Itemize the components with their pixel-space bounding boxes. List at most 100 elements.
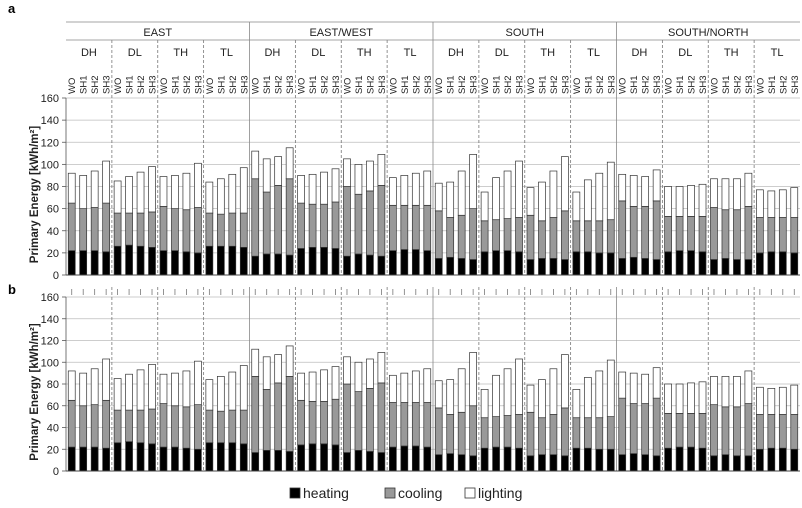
lighting-bar-segment — [561, 354, 569, 409]
lighting-bar-segment — [721, 178, 730, 211]
category-tick-label: SH2 — [320, 76, 331, 94]
category-tick-label: SH1 — [125, 76, 136, 94]
cooling-bar-segment — [744, 206, 753, 260]
lighting-bar-segment — [79, 372, 88, 407]
category-tick-label: SH1 — [629, 76, 640, 94]
heating-bar-segment — [687, 446, 695, 472]
lighting-bar-segment — [159, 373, 168, 404]
cooling-bar-segment — [641, 206, 650, 259]
lighting-bar-segment — [102, 160, 110, 204]
heating-bar-segment — [733, 259, 741, 276]
cooling-bar-segment — [675, 413, 684, 448]
subgroup-label: DL — [678, 47, 692, 59]
cooling-bar-segment — [687, 413, 695, 448]
lighting-bar-segment — [205, 379, 214, 411]
lighting-bar-segment — [125, 373, 133, 411]
heating-bar-segment — [90, 446, 99, 472]
category-tick-label: SH3 — [744, 76, 755, 94]
heating-bar-segment — [148, 246, 156, 276]
heating-bar-segment — [549, 258, 558, 276]
category-tick-label: WO — [618, 78, 629, 94]
category-tick-label: WO — [480, 78, 491, 94]
heating-bar-segment — [320, 246, 328, 276]
cooling-bar-segment — [182, 406, 191, 449]
lighting-bar-segment — [515, 358, 523, 415]
heating-bar-segment — [411, 445, 420, 472]
cooling-bar-segment — [251, 178, 260, 257]
heating-bar-segment — [331, 444, 340, 472]
heating-bar-segment — [549, 454, 558, 472]
lighting-bar-segment — [320, 171, 328, 205]
cooling-bar-segment — [239, 212, 248, 248]
cooling-bar-segment — [618, 397, 627, 456]
lighting-bar-segment — [194, 360, 202, 406]
heating-bar-segment — [561, 455, 569, 472]
heating-bar-segment — [480, 447, 489, 472]
category-tick-label: WO — [297, 78, 308, 94]
cooling-bar-segment — [446, 414, 455, 454]
lighting-bar-segment — [262, 158, 271, 193]
heating-bar-segment — [297, 444, 305, 472]
y-tick-label: 160 — [41, 93, 59, 105]
lighting-bar-segment — [652, 367, 661, 399]
cooling-bar-segment — [675, 216, 684, 252]
category-tick-label: SH3 — [239, 76, 250, 94]
cooling-bar-segment — [148, 211, 156, 248]
category-tick-label: SH3 — [148, 76, 159, 94]
y-tick-label: 140 — [41, 314, 59, 326]
cooling-bar-segment — [331, 201, 340, 249]
cooling-bar-segment — [228, 409, 237, 444]
cooling-bar-segment — [411, 402, 420, 447]
category-tick-label: WO — [664, 78, 675, 94]
cooling-bar-segment — [572, 417, 581, 449]
lighting-bar-segment — [710, 376, 718, 406]
lighting-bar-segment — [664, 186, 672, 217]
lighting-bar-segment — [583, 377, 592, 419]
cooling-bar-segment — [583, 417, 592, 449]
category-tick-label: SH2 — [90, 76, 101, 94]
lighting-bar-segment — [90, 368, 99, 406]
subgroup-label: TH — [357, 47, 372, 59]
heating-bar-segment — [320, 443, 328, 472]
cooling-bar-segment — [79, 405, 88, 448]
cooling-bar-segment — [102, 202, 110, 253]
lighting-bar-segment — [251, 150, 260, 180]
cooling-bar-segment — [446, 217, 455, 258]
lighting-bar-segment — [308, 173, 317, 205]
heating-bar-segment — [67, 250, 76, 276]
cooling-bar-segment — [767, 414, 776, 449]
heating-bar-segment — [515, 251, 523, 276]
cooling-bar-segment — [698, 216, 707, 253]
heating-bar-segment — [308, 443, 317, 472]
subgroup-label: TL — [220, 47, 233, 59]
cooling-bar-segment — [492, 219, 500, 252]
category-tick-label: SH3 — [560, 76, 571, 94]
heating-bar-segment — [182, 447, 191, 472]
category-tick-label: SH2 — [778, 76, 789, 94]
heating-bar-segment — [767, 447, 776, 472]
subgroup-label: TH — [540, 47, 555, 59]
lighting-bar-segment — [675, 383, 684, 414]
lighting-bar-segment — [675, 186, 684, 217]
heating-bar-segment — [756, 252, 764, 276]
lighting-bar-segment — [480, 389, 489, 419]
cooling-bar-segment — [171, 208, 179, 252]
heating-bar-segment — [194, 448, 202, 472]
panel-label: a — [8, 1, 16, 16]
lighting-bar-segment — [239, 167, 248, 214]
cooling-bar-segment — [297, 399, 305, 446]
heating-bar-segment — [595, 448, 604, 472]
cooling-bar-segment — [136, 409, 145, 444]
y-tick-label: 20 — [47, 444, 59, 456]
heating-bar-segment — [205, 442, 214, 472]
cooling-bar-segment — [721, 209, 730, 259]
lighting-bar-segment — [366, 358, 374, 389]
cooling-bar-segment — [308, 401, 317, 445]
heating-bar-segment — [171, 446, 179, 472]
heating-bar-segment — [572, 251, 581, 276]
cooling-bar-segment — [767, 217, 776, 253]
heating-bar-segment — [538, 454, 546, 472]
lighting-bar-segment — [492, 177, 500, 221]
category-tick-label: WO — [113, 78, 124, 94]
lighting-bar-segment — [159, 176, 168, 207]
